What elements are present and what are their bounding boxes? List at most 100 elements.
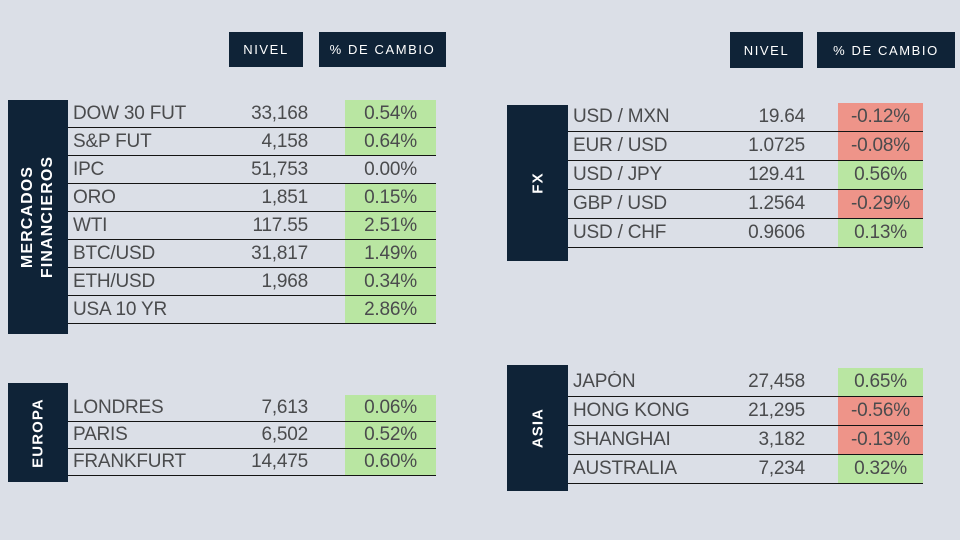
table-row: HONG KONG 21,295 -0.56% bbox=[568, 397, 923, 426]
change-value: 0.00% bbox=[364, 158, 417, 180]
level-value: 6,502 bbox=[261, 424, 308, 445]
level-value: 117.55 bbox=[252, 214, 308, 236]
change-value: 0.54% bbox=[345, 100, 436, 127]
level-value: 4,158 bbox=[261, 130, 308, 152]
level-value: 51,753 bbox=[251, 158, 308, 180]
change-value: 0.65% bbox=[838, 368, 923, 396]
europa-table: LONDRES 7,613 0.06% PARIS 6,502 0.52% FR… bbox=[68, 395, 436, 476]
instrument-label: WTI bbox=[73, 214, 108, 236]
column-gap bbox=[805, 426, 838, 454]
cambio-column-header-left: % DE CAMBIO bbox=[319, 32, 446, 67]
column-gap bbox=[308, 156, 345, 183]
table-row: WTI 117.55 2.51% bbox=[68, 212, 436, 240]
change-value: 0.52% bbox=[345, 422, 436, 448]
nivel-column-header-left: NIVEL bbox=[229, 32, 303, 67]
section-label-europa: EUROPA bbox=[29, 397, 47, 468]
table-row: GBP / USD 1.2564 -0.29% bbox=[568, 190, 923, 219]
level-value: 1,968 bbox=[261, 270, 308, 292]
change-value: -0.13% bbox=[838, 426, 923, 454]
section-label-mercados-line1: MERCADOS bbox=[19, 165, 36, 269]
table-row: SHANGHAI 3,182 -0.13% bbox=[568, 426, 923, 455]
level-value: 33,168 bbox=[251, 102, 308, 124]
table-row: IPC 51,753 0.00% bbox=[68, 156, 436, 184]
instrument-label: IPC bbox=[73, 158, 105, 180]
instrument-label: BTC/USD bbox=[73, 242, 155, 264]
column-gap bbox=[308, 240, 345, 267]
asia-table: JAPÓN 27,458 0.65% HONG KONG 21,295 -0.5… bbox=[568, 368, 923, 484]
mercados-table: DOW 30 FUT 33,168 0.54% S&P FUT 4,158 0.… bbox=[68, 100, 436, 324]
column-gap bbox=[308, 268, 345, 295]
table-row: USD / MXN 19.64 -0.12% bbox=[568, 103, 923, 132]
table-row: EUR / USD 1.0725 -0.08% bbox=[568, 132, 923, 161]
section-label-mercados-line2: FINANCIEROS bbox=[39, 155, 56, 279]
column-gap bbox=[308, 395, 345, 421]
change-value: 0.60% bbox=[345, 449, 436, 475]
change-value: 1.49% bbox=[345, 240, 436, 267]
level-value: 19.64 bbox=[758, 106, 805, 127]
section-label-asia: ASIA bbox=[529, 407, 546, 449]
table-row: BTC/USD 31,817 1.49% bbox=[68, 240, 436, 268]
cambio-column-header-right: % DE CAMBIO bbox=[817, 32, 955, 68]
table-row: USA 10 YR 2.86% bbox=[68, 296, 436, 324]
table-row: S&P FUT 4,158 0.64% bbox=[68, 128, 436, 156]
instrument-label: USA 10 YR bbox=[73, 298, 167, 320]
table-row: ETH/USD 1,968 0.34% bbox=[68, 268, 436, 296]
section-label-mercados: MERCADOS FINANCIEROS bbox=[18, 156, 58, 278]
instrument-label: LONDRES bbox=[73, 397, 164, 418]
instrument-label: FRANKFURT bbox=[73, 451, 186, 472]
column-gap bbox=[308, 100, 345, 127]
instrument-label: USD / MXN bbox=[573, 106, 670, 127]
level-value: 14,475 bbox=[251, 451, 308, 472]
column-gap bbox=[805, 132, 838, 160]
table-row: ORO 1,851 0.15% bbox=[68, 184, 436, 212]
change-value: -0.12% bbox=[838, 103, 923, 131]
change-value: 0.32% bbox=[838, 455, 923, 483]
table-row: FRANKFURT 14,475 0.60% bbox=[68, 449, 436, 476]
column-gap bbox=[308, 296, 345, 323]
change-value: -0.29% bbox=[838, 190, 923, 218]
change-value: 0.64% bbox=[345, 128, 436, 155]
instrument-label: DOW 30 FUT bbox=[73, 102, 187, 124]
level-value: 1.2564 bbox=[748, 193, 805, 214]
column-gap bbox=[805, 455, 838, 483]
table-row: AUSTRALIA 7,234 0.32% bbox=[568, 455, 923, 484]
column-gap bbox=[308, 184, 345, 211]
instrument-label: EUR / USD bbox=[573, 135, 668, 156]
change-value: 0.13% bbox=[838, 219, 923, 247]
change-value: 0.06% bbox=[345, 395, 436, 421]
table-row: PARIS 6,502 0.52% bbox=[68, 422, 436, 449]
level-value: 1,851 bbox=[261, 186, 308, 208]
instrument-label: ETH/USD bbox=[73, 270, 155, 292]
instrument-label: PARIS bbox=[73, 424, 128, 445]
level-value: 7,613 bbox=[261, 397, 308, 418]
column-gap bbox=[805, 397, 838, 425]
instrument-label: SHANGHAI bbox=[573, 429, 671, 450]
change-value: -0.08% bbox=[838, 132, 923, 160]
instrument-label: HONG KONG bbox=[573, 400, 690, 421]
table-row: DOW 30 FUT 33,168 0.54% bbox=[68, 100, 436, 128]
column-gap bbox=[308, 128, 345, 155]
table-row: LONDRES 7,613 0.06% bbox=[68, 395, 436, 422]
level-value: 1.0725 bbox=[748, 135, 805, 156]
level-value: 3,182 bbox=[758, 429, 805, 450]
change-value: 0.34% bbox=[345, 268, 436, 295]
fx-table: USD / MXN 19.64 -0.12% EUR / USD 1.0725 … bbox=[568, 103, 923, 248]
level-value: 27,458 bbox=[748, 371, 805, 392]
column-gap bbox=[805, 368, 838, 396]
column-gap bbox=[308, 422, 345, 448]
column-gap bbox=[805, 219, 838, 247]
section-block-asia: ASIA bbox=[507, 365, 568, 491]
instrument-label: ORO bbox=[73, 186, 116, 208]
level-value: 7,234 bbox=[758, 458, 805, 479]
instrument-label: USD / JPY bbox=[573, 164, 662, 185]
section-block-mercados: MERCADOS FINANCIEROS bbox=[8, 100, 68, 334]
level-value: 31,817 bbox=[251, 242, 308, 264]
column-gap bbox=[805, 103, 838, 131]
section-block-fx: FX bbox=[507, 105, 568, 261]
column-gap bbox=[308, 449, 345, 475]
column-gap bbox=[308, 212, 345, 239]
table-row: USD / JPY 129.41 0.56% bbox=[568, 161, 923, 190]
column-gap bbox=[805, 161, 838, 189]
instrument-label: USD / CHF bbox=[573, 222, 667, 243]
